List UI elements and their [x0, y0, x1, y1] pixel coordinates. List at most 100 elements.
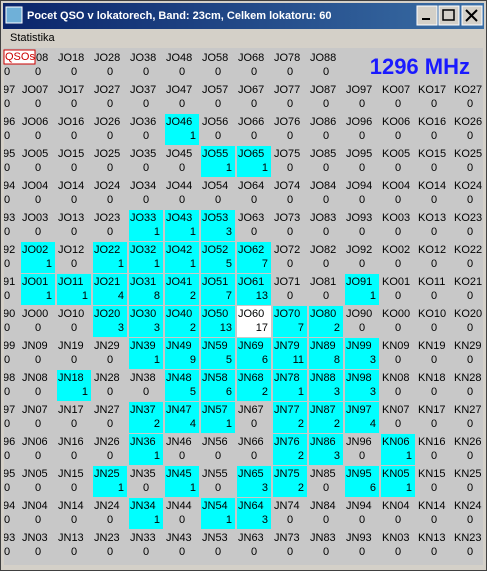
- locator-label: JO47: [166, 84, 192, 96]
- active-cell: [93, 466, 127, 497]
- qso-count: 0: [287, 162, 293, 174]
- minimize-button[interactable]: [416, 5, 438, 26]
- active-cell: [201, 306, 235, 337]
- locator-label: JN64: [238, 500, 264, 512]
- qso-count: 0: [467, 418, 473, 430]
- qso-count: 0: [287, 66, 293, 78]
- qso-count: 3: [118, 322, 124, 334]
- qso-count: 0: [323, 162, 329, 174]
- locator-label: JO37: [130, 84, 156, 96]
- locator-label: JN96: [346, 436, 372, 448]
- qso-count: 0: [107, 130, 113, 142]
- locator-label: JO36: [130, 116, 156, 128]
- locator-label: KO01: [382, 276, 410, 288]
- qso-count: 0: [71, 514, 77, 526]
- locator-label: JO58: [202, 52, 228, 64]
- qso-count: 2: [298, 418, 304, 430]
- active-cell: [237, 146, 271, 177]
- qso-count: 5: [226, 354, 232, 366]
- locator-label: JN13: [58, 532, 84, 544]
- locator-label: 93: [3, 532, 15, 544]
- qso-count: 7: [262, 258, 268, 270]
- qso-count: 1: [190, 226, 196, 238]
- locator-label: JO85: [310, 148, 336, 160]
- qso-count: 0: [143, 66, 149, 78]
- locator-label: JN59: [202, 340, 228, 352]
- qsos-label: QSOs: [5, 51, 35, 63]
- qso-count: 2: [154, 418, 160, 430]
- menu-item[interactable]: Statistika: [10, 32, 56, 44]
- maximize-button[interactable]: [438, 5, 460, 26]
- active-cell: [129, 434, 163, 465]
- qso-count: 2: [262, 386, 268, 398]
- active-cell: [129, 210, 163, 241]
- locator-label: JN67: [238, 404, 264, 416]
- locator-label: JN77: [274, 404, 300, 416]
- locator-label: JO20: [94, 308, 120, 320]
- locator-label: JO80: [310, 308, 336, 320]
- active-cell: [201, 498, 235, 529]
- qso-count: 1: [226, 514, 232, 526]
- locator-label: JN25: [94, 468, 120, 480]
- qso-count: 0: [467, 546, 473, 558]
- locator-label: JN43: [166, 532, 192, 544]
- menu-bar: [4, 29, 483, 47]
- locator-label: JN78: [274, 372, 300, 384]
- locator-label: JO83: [310, 212, 336, 224]
- active-cell: [345, 338, 379, 369]
- qso-count: 0: [251, 98, 257, 110]
- qso-count: 6: [262, 354, 268, 366]
- active-cell: [201, 338, 235, 369]
- active-cell: [93, 306, 127, 337]
- locator-label: JO93: [346, 212, 372, 224]
- qso-count: 0: [359, 130, 365, 142]
- locator-label: JO62: [238, 244, 264, 256]
- locator-label: KO04: [382, 180, 410, 192]
- qso-count: 0: [107, 386, 113, 398]
- qso-count: 4: [118, 290, 124, 302]
- qso-count: 0: [467, 162, 473, 174]
- qso-count: 2: [334, 418, 340, 430]
- qso-count: 0: [431, 546, 437, 558]
- qso-count: 0: [107, 66, 113, 78]
- window-title: Pocet QSO v lokatorech, Band: 23cm, Celk…: [27, 10, 331, 22]
- qso-count: 0: [395, 162, 401, 174]
- qso-count: 0: [251, 546, 257, 558]
- locator-label: KO25: [454, 148, 482, 160]
- locator-label: JO66: [238, 116, 264, 128]
- active-cell: [129, 498, 163, 529]
- locator-label: JO73: [274, 212, 300, 224]
- qso-count: 3: [262, 482, 268, 494]
- locator-label: JN76: [274, 436, 300, 448]
- qso-count: 0: [215, 66, 221, 78]
- locator-label: JO46: [166, 116, 192, 128]
- active-cell: [381, 434, 415, 465]
- qso-count: 8: [154, 290, 160, 302]
- locator-label: JN58: [202, 372, 228, 384]
- locator-label: 99: [3, 340, 15, 352]
- active-cell: [165, 242, 199, 273]
- locator-label: JN75: [274, 468, 300, 480]
- locator-label: JO90: [346, 308, 372, 320]
- locator-label: 93: [3, 212, 15, 224]
- locator-label: KO16: [418, 116, 446, 128]
- active-cell: [129, 402, 163, 433]
- qso-count: 13: [220, 322, 232, 334]
- qso-count: 0: [467, 258, 473, 270]
- locator-label: JN06: [22, 436, 48, 448]
- locator-label: JN04: [22, 500, 48, 512]
- locator-label: JO68: [238, 52, 264, 64]
- qso-count: 0: [107, 450, 113, 462]
- active-cell: [345, 402, 379, 433]
- locator-label: KO26: [454, 116, 482, 128]
- qso-count: 0: [395, 418, 401, 430]
- qso-count: 0: [215, 546, 221, 558]
- qso-count: 0: [287, 258, 293, 270]
- qso-count: 0: [287, 290, 293, 302]
- locator-label: KO23: [454, 212, 482, 224]
- close-button[interactable]: [461, 5, 483, 26]
- qso-count: 0: [323, 514, 329, 526]
- active-cell: [93, 274, 127, 305]
- locator-label: KO15: [418, 148, 446, 160]
- locator-label: JO28: [94, 52, 120, 64]
